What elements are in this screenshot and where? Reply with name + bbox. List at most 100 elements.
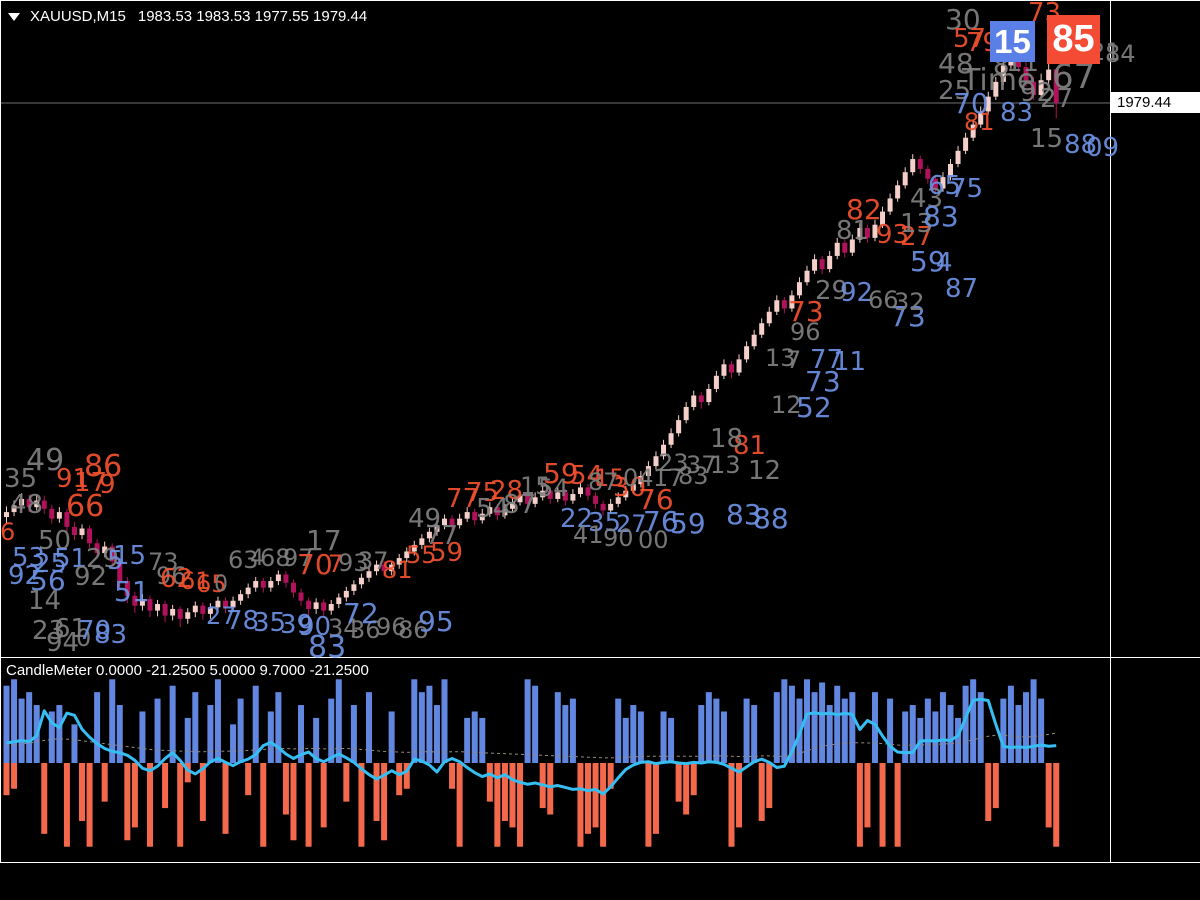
bull-candle [804, 270, 810, 283]
bear-power-bar [449, 763, 456, 789]
meter-number: 96 [156, 562, 187, 590]
meter-number: 70 [953, 87, 989, 120]
bull-candle [11, 505, 17, 513]
frame-left [0, 0, 1, 862]
bull-candle [948, 163, 953, 178]
meter-number: 27 [616, 510, 647, 538]
meter-number: 27 [206, 602, 237, 630]
bear-power-bar [585, 763, 592, 834]
bull-power-bar [237, 698, 244, 763]
bull-power-bar [388, 711, 395, 763]
sell-signal-badge: 85 [1047, 15, 1100, 64]
meter-number: 97 [283, 544, 314, 572]
meter-number: 77 [810, 345, 844, 375]
bear-candle [306, 600, 312, 609]
meter-number: 83 [726, 498, 762, 531]
bull-power-bar [479, 717, 486, 763]
bull-power-bar [426, 685, 433, 763]
meter-number: 12 [748, 456, 782, 486]
time-axis[interactable] [0, 863, 1200, 900]
price-axis[interactable] [1110, 0, 1200, 862]
bear-candle [49, 508, 55, 519]
meter-number: 93 [338, 549, 369, 577]
bull-candle [34, 500, 40, 508]
price-chart-area[interactable]: 49 35 91 86 17 9 66 48 6 50 53 25 92 56 51 29 5 92 14 15 51 2… [0, 0, 1136, 663]
bull-candle [827, 255, 833, 270]
bull-power-bar [743, 698, 750, 763]
candlemeter-indicator-pane[interactable] [0, 660, 1110, 862]
bull-power-bar [48, 711, 55, 763]
bear-candle [132, 595, 138, 606]
chart-title: XAUUSD,M15 1983.53 1983.53 1977.55 1979.… [8, 8, 367, 25]
meter-number: 95 [418, 605, 454, 638]
bull-candle [940, 177, 946, 189]
bull-candle [313, 602, 319, 609]
bull-candle [4, 512, 9, 518]
meter-number: 13 [710, 451, 741, 479]
bull-power-bar [56, 705, 63, 763]
pane-separator [0, 657, 1200, 658]
bull-power-bar [615, 698, 622, 763]
chart-dropdown-icon[interactable] [8, 12, 20, 21]
bull-power-bar [660, 711, 667, 763]
bull-power-bar [524, 679, 531, 763]
bull-power-bar [109, 679, 116, 763]
meter-number: 96 [790, 318, 821, 346]
bear-candle [298, 592, 304, 601]
bear-candle [494, 507, 500, 516]
bear-candle [290, 582, 296, 593]
bull-power-bar [184, 717, 191, 763]
bull-power-bar [705, 692, 712, 763]
bull-candle [464, 512, 470, 519]
bull-candle [479, 513, 485, 521]
bull-power-bar [834, 685, 841, 763]
bull-power-bar [751, 705, 758, 763]
bull-candle [139, 599, 145, 606]
bull-power-bar [275, 692, 282, 763]
bear-candle [585, 487, 591, 496]
meter-number: 0 [76, 624, 92, 652]
meter-number: 82 [846, 193, 882, 226]
bear-power-bar [381, 763, 388, 841]
bull-power-bar [947, 705, 954, 763]
bear-power-bar [728, 763, 735, 847]
meter-number: 56 [30, 564, 66, 597]
bear-power-bar [343, 763, 350, 802]
meter-number: 15 [594, 464, 625, 492]
bear-power-bar [403, 763, 410, 789]
meter-number: 62 [160, 564, 194, 594]
bear-power-bar [675, 763, 682, 802]
meter-number: 25 [938, 76, 972, 106]
bear-candle [26, 498, 32, 508]
meter-number: 87 [588, 468, 619, 496]
meter-number: 14 [28, 586, 62, 616]
bear-candle [593, 495, 599, 504]
meter-number: 59 [543, 457, 579, 490]
bear-candle [781, 300, 787, 309]
bull-power-bar [1007, 685, 1014, 763]
bull-candle [661, 444, 667, 457]
bear-candle [525, 495, 531, 504]
bull-power-bar [365, 692, 372, 763]
meter-number: 12 [771, 391, 802, 419]
bull-candle [328, 604, 334, 611]
bull-candle [532, 497, 538, 504]
bull-candle [623, 490, 629, 498]
meter-number: 59 [430, 538, 464, 568]
bull-power-bar [637, 711, 644, 763]
meter-number: 17 [74, 468, 108, 498]
meter-number: 66 [868, 286, 899, 314]
bear-power-bar [177, 763, 184, 847]
bull-candle [570, 494, 576, 501]
bear-candle [472, 512, 478, 521]
bull-power-bar [116, 705, 123, 763]
meter-number: 48 [10, 490, 44, 520]
bear-power-bar [985, 763, 992, 821]
bull-power-bar [804, 679, 811, 763]
meter-number: 91 [56, 464, 90, 494]
bull-candle [812, 259, 818, 271]
bull-power-bar [698, 705, 705, 763]
bull-candle [713, 375, 719, 389]
bull-power-bar [909, 705, 916, 763]
